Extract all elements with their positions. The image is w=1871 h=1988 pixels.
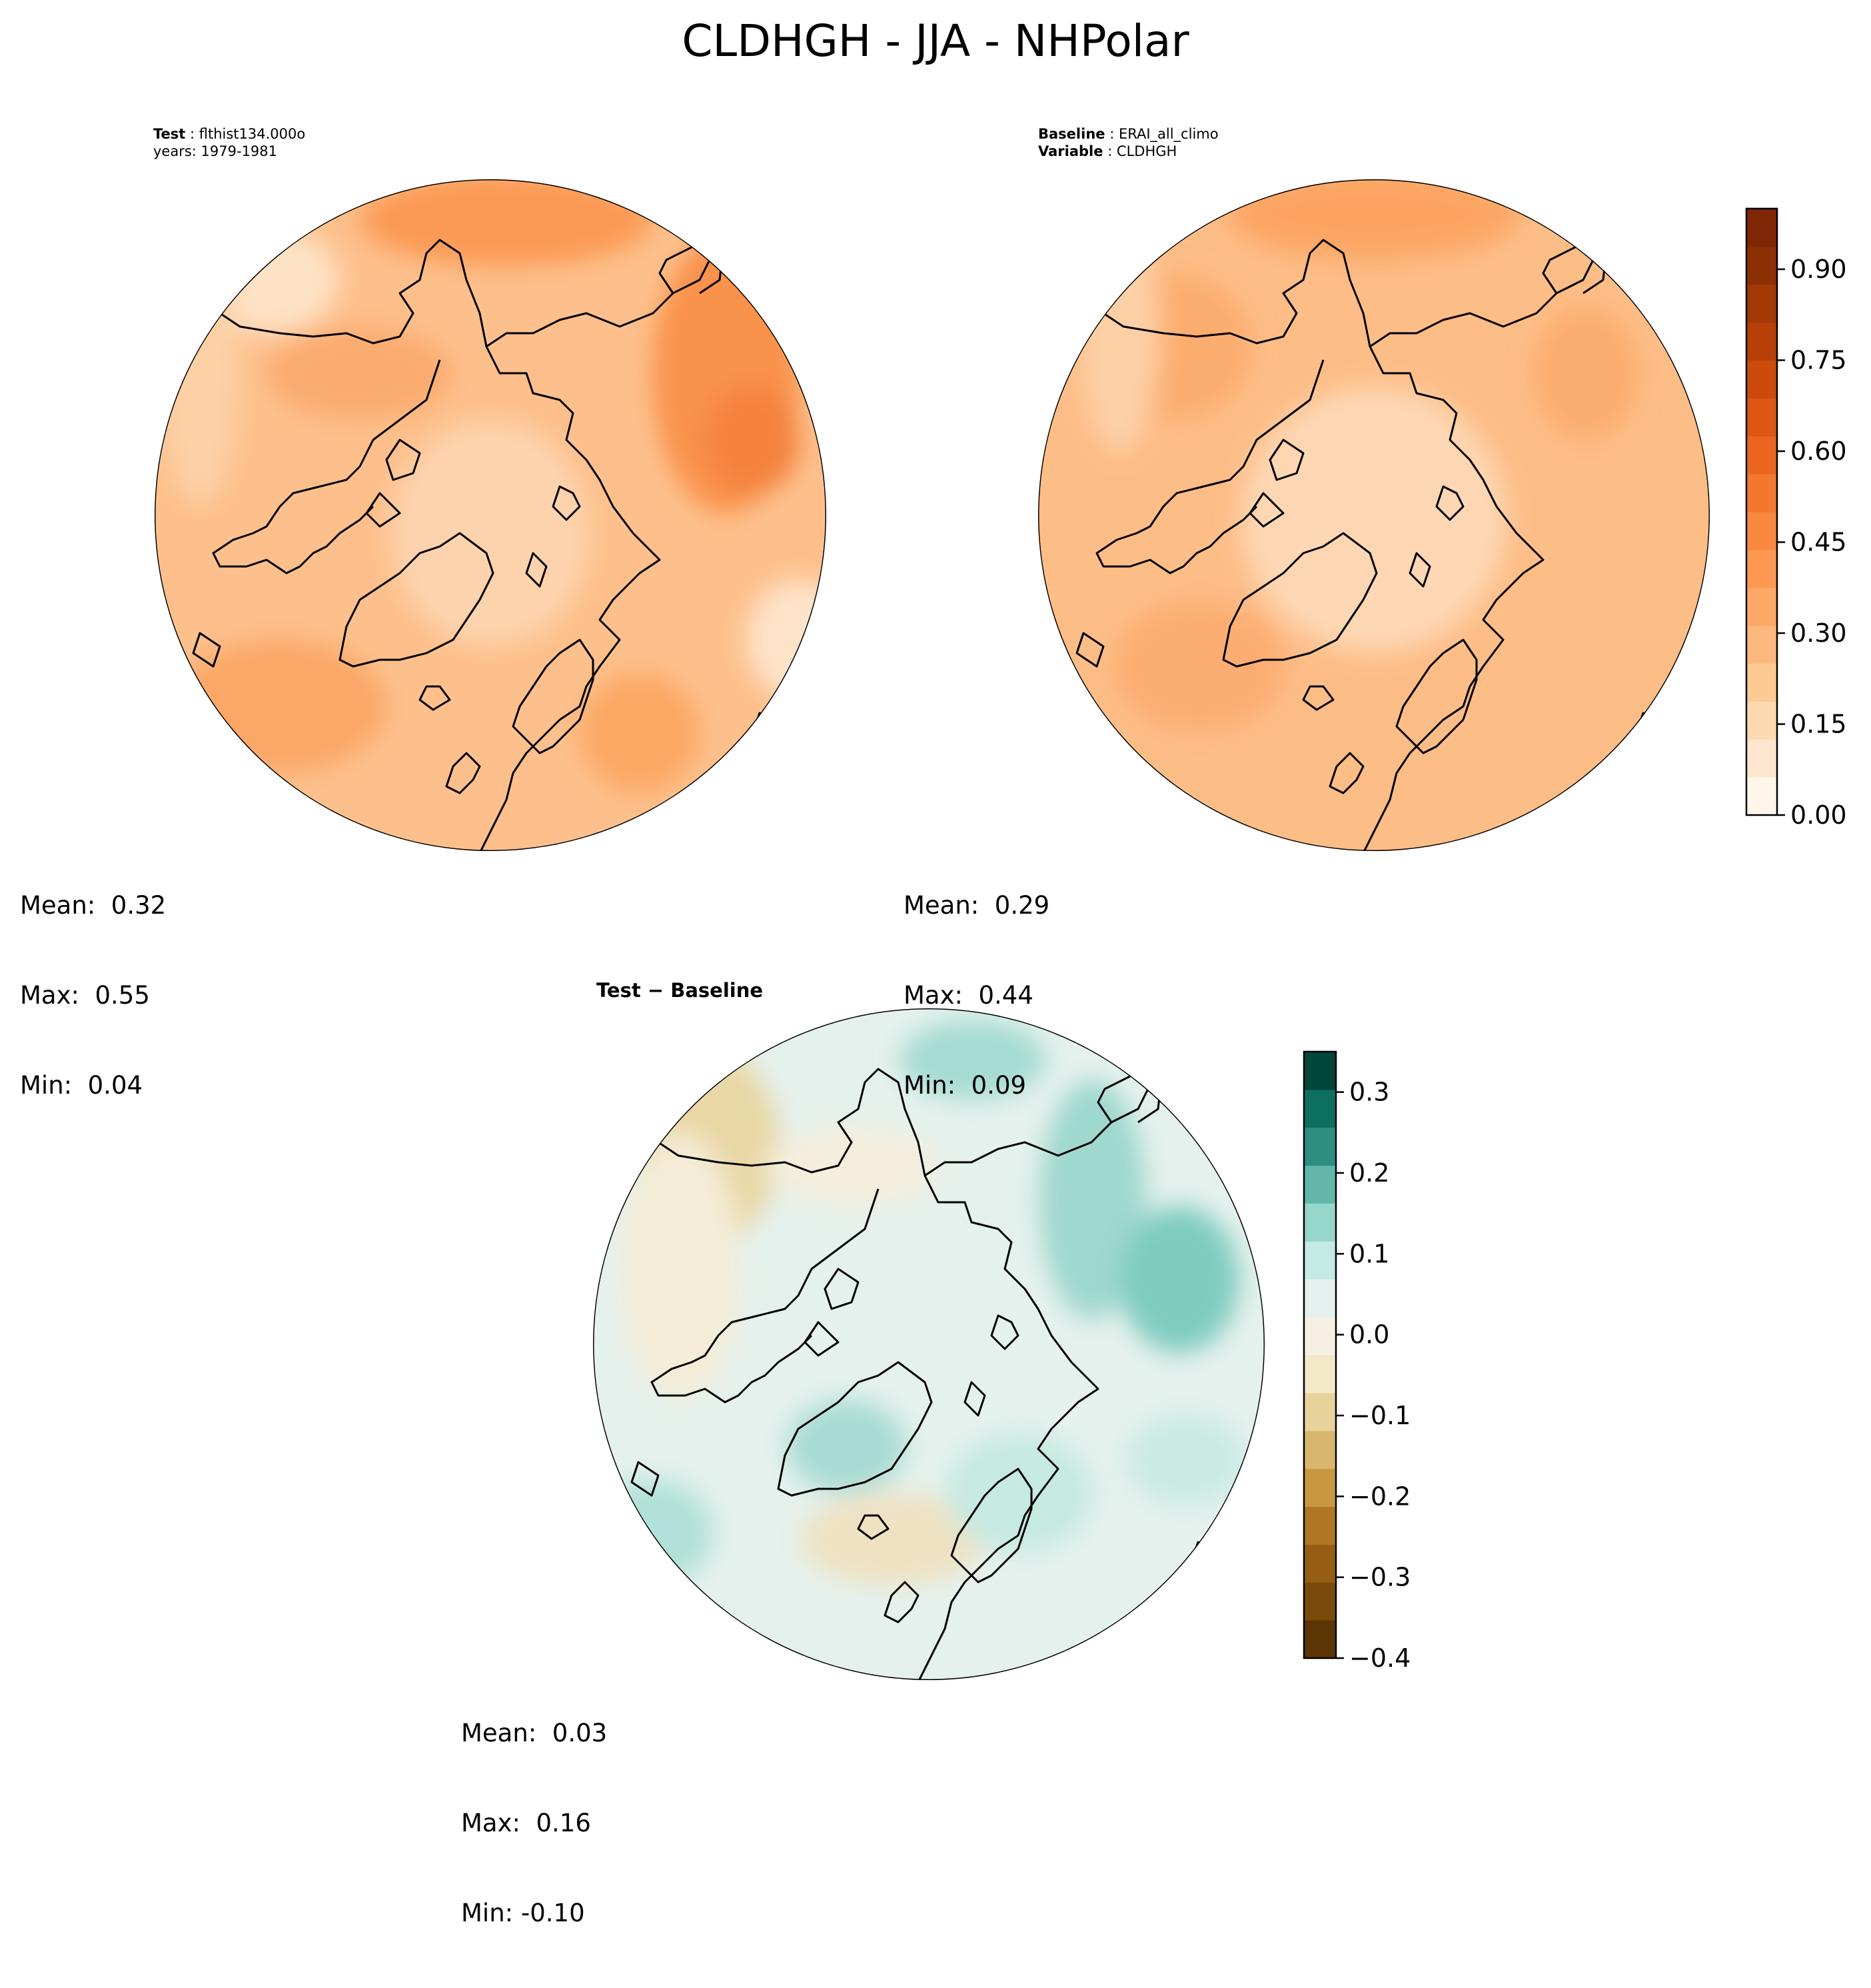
colorbar-diff-tick-label: −0.2 [1349, 1482, 1411, 1511]
colorbar-diff-segment [1304, 1052, 1336, 1090]
baseline-stats: Mean: 0.29 Max: 0.44 Min: 0.09 [904, 830, 1049, 1160]
test-mean: Mean: 0.32 [20, 891, 167, 920]
colorbar-diff-segment [1304, 1506, 1336, 1545]
colorbar-diff-segment [1304, 1241, 1336, 1280]
baseline-label-value: ERAI_all_climo [1118, 126, 1219, 142]
test-label-key: Test [153, 126, 186, 142]
colorbar-diff-segment [1304, 1203, 1336, 1242]
test-map [155, 179, 826, 851]
colorbar-main-segment [1746, 436, 1777, 475]
colorbar-diff-frame [1303, 1050, 1337, 1659]
colorbar-diff-tick-label: 0.2 [1349, 1158, 1389, 1188]
test-stats: Mean: 0.32 Max: 0.55 Min: 0.04 [20, 830, 166, 1160]
test-max: Max: 0.55 [20, 981, 150, 1010]
colorbar-main-segment [1746, 360, 1777, 399]
figure-title: CLDHGH - JJA - NHPolar [682, 15, 1189, 67]
colorbar-main-frame [1745, 207, 1778, 816]
diff-max: Max: 0.16 [461, 1809, 591, 1837]
colorbar-main-tick-label: 0.45 [1790, 528, 1847, 557]
baseline-mean: Mean: 0.29 [904, 891, 1050, 920]
colorbar-main-tick-label: 0.30 [1790, 618, 1847, 648]
colorbar-diff-tick-label: 0.3 [1349, 1078, 1389, 1107]
variable-label-key: Variable [1038, 143, 1103, 159]
baseline-map-contours [1079, 179, 1639, 733]
colorbar-diff-segment [1304, 1620, 1336, 1659]
test-map-coastlines [192, 219, 774, 851]
colorbar-diff-segment [1304, 1544, 1336, 1583]
diff-label: Test − Baseline [596, 979, 764, 1002]
baseline-min: Min: 0.09 [904, 1071, 1027, 1100]
colorbar-diff-segment [1304, 1392, 1336, 1432]
diff-stats: Mean: 0.03 Max: 0.16 Min: -0.10 [461, 1658, 607, 1988]
colorbar-main-segment [1746, 246, 1777, 285]
colorbar-main-segment [1746, 587, 1777, 626]
colorbar-main-tick-label: 0.90 [1790, 255, 1847, 284]
colorbar-main-segment [1746, 777, 1777, 816]
colorbar-diff-segment [1304, 1089, 1336, 1128]
colorbar-main-segment [1746, 474, 1777, 512]
baseline-label-key: Baseline [1038, 126, 1105, 142]
colorbar-diff-tick-label: 0.0 [1349, 1320, 1389, 1350]
test-label: Test : flthist134.000o years: 1979-1981 [153, 126, 306, 159]
colorbar-main-segment [1746, 549, 1777, 588]
colorbar-diff: −0.4 −0.3 −0.2 −0.1 0.0 0.1 0.2 0.3 [1303, 1050, 1411, 1673]
baseline-label: Baseline : ERAI_all_climo Variable : CLD… [1038, 126, 1219, 159]
diff-min: Min: -0.10 [461, 1899, 585, 1927]
diff-mean: Mean: 0.03 [461, 1719, 608, 1747]
colorbar-diff-segment [1304, 1468, 1336, 1507]
colorbar-diff-segment [1304, 1279, 1336, 1318]
test-years: years: 1979-1981 [153, 143, 278, 159]
colorbar-diff-tick-label: 0.1 [1349, 1239, 1389, 1268]
colorbar-diff-segment [1304, 1430, 1336, 1470]
figure: CLDHGH - JJA - NHPolar Test : flthist134… [20, 15, 1847, 1927]
test-min: Min: 0.04 [20, 1071, 143, 1100]
test-label-value: flthist134.000o [199, 126, 306, 142]
baseline-map-coastlines [1075, 219, 1658, 851]
colorbar-diff-tick-label: −0.4 [1349, 1643, 1411, 1673]
test-map-contours [160, 179, 826, 793]
colorbar-main-segment [1746, 512, 1777, 550]
colorbar-diff-segment [1304, 1355, 1336, 1394]
colorbar-main-segment [1746, 209, 1777, 247]
colorbar-diff-segment [1304, 1582, 1336, 1621]
colorbar-main-segment [1746, 625, 1777, 664]
colorbar-diff-segment [1304, 1165, 1336, 1204]
colorbar-main-segment [1746, 701, 1777, 740]
colorbar-main-segment [1746, 739, 1777, 778]
colorbar-main-tick-label: 0.75 [1790, 346, 1847, 375]
colorbar-diff-segment [1304, 1317, 1336, 1356]
colorbar-main-segment [1746, 663, 1777, 702]
colorbar-main-segment [1746, 398, 1777, 437]
colorbar-main-segment [1746, 322, 1777, 361]
colorbar-main-tick-label: 0.60 [1790, 437, 1847, 466]
colorbar-main-tick-label: 0.15 [1790, 710, 1847, 739]
colorbar-main-segment [1746, 284, 1777, 323]
maps-svg: 0.000.150.300.450.600.750.90 −0.4−0.3−0.… [155, 179, 1847, 1680]
colorbar-diff-tick-label: −0.1 [1349, 1401, 1411, 1430]
variable-label-value: CLDHGH [1116, 143, 1177, 159]
colorbar-diff-tick-label: −0.3 [1349, 1563, 1411, 1592]
colorbar-main: 0.00 0.15 0.30 0.45 0.60 0.75 0.90 [1745, 207, 1847, 830]
baseline-map [1038, 179, 1710, 851]
baseline-max: Max: 0.44 [904, 981, 1033, 1010]
colorbar-main-tick-label: 0.00 [1790, 800, 1847, 830]
colorbar-diff-segment [1304, 1127, 1336, 1166]
